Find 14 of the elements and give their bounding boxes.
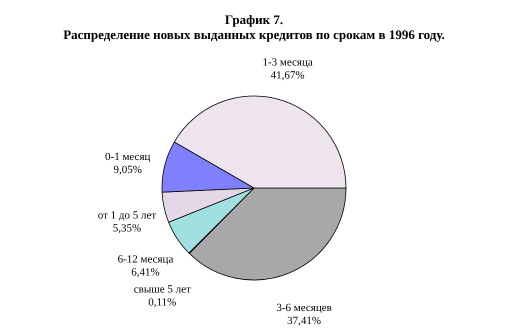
data-label: 41,67% [270, 69, 305, 82]
slice-label: 6-12 месяца [118, 254, 174, 266]
data-label: 0,11% [148, 296, 176, 309]
slice-label: от 1 до 5 лет [98, 210, 156, 222]
chart-title: График 7. [224, 12, 284, 27]
data-label: 5,35% [112, 222, 142, 235]
slice-label: 3-6 месяцев [276, 302, 332, 314]
data-label: 6,41% [131, 266, 160, 279]
slice-label: 0-1 месяц [105, 151, 150, 164]
slice-label: свыше 5 лет [134, 284, 191, 296]
data-label: 9,05% [113, 164, 142, 176]
slice-label: 1-3 месяца [262, 56, 313, 68]
chart-subtitle: Распределение новых выданных кредитов по срокам в 1996 году. [63, 27, 445, 42]
data-label: 37,41% [287, 314, 322, 327]
